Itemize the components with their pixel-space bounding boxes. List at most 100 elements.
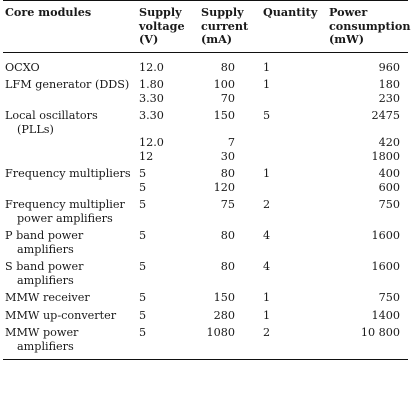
- cell-quantity: 4: [263, 260, 271, 273]
- cell-supply-current: 120: [213, 180, 235, 194]
- module-name-line: Frequency multipliers: [5, 167, 131, 180]
- module-name-line: MMW power: [5, 326, 79, 339]
- table-row: MMW receiver 5 150 1 750: [3, 291, 408, 305]
- cell-supply-current: 80: [220, 60, 235, 74]
- cell-supply-voltage: 12.0: [139, 136, 164, 149]
- table-row: 12 30 1800: [3, 150, 408, 164]
- header-quantity: Quantity: [261, 1, 327, 53]
- cell-quantity: 2: [263, 198, 271, 211]
- cell-power-consumption: 420: [378, 136, 400, 149]
- cell-supply-current: 150: [213, 109, 235, 122]
- cell-supply-voltage: 3.30: [139, 91, 164, 105]
- cell-power-consumption: 1600: [371, 229, 400, 242]
- module-name-line: Frequency multiplier: [5, 198, 125, 211]
- cell-module: [3, 136, 137, 150]
- cell-supply-current: 7: [227, 136, 235, 149]
- cell-quantity: 1: [263, 78, 271, 91]
- table-row: P band power amplifiers 5 80 4 1600: [3, 229, 408, 256]
- cell-power-consumption: 2475: [371, 109, 400, 122]
- header-power-consumption: Power consumption (mW): [327, 1, 411, 53]
- cell-quantity: 2: [261, 326, 327, 360]
- cell-supply-voltage: 12.0: [139, 60, 164, 74]
- cell-power-consumption: 400: [378, 167, 400, 180]
- cell-supply-current: 80: [220, 167, 235, 180]
- cell-quantity: 1: [263, 167, 271, 180]
- header-voltage-line-3: (V): [139, 32, 159, 46]
- cell-power-consumption: 10 800: [327, 326, 408, 360]
- module-name-line: LFM generator (DDS): [5, 78, 130, 91]
- cell-supply-voltage: 5: [139, 167, 147, 180]
- header-supply-current: Supply current (mA): [199, 1, 261, 53]
- cell-quantity: 1: [263, 308, 271, 322]
- cell-module: [3, 181, 137, 195]
- cell-supply-voltage: 5: [139, 260, 147, 273]
- table-row: S band power amplifiers 5 80 4 1600: [3, 260, 408, 287]
- cell-power-consumption: 180: [378, 78, 400, 91]
- cell-supply-voltage: 5: [139, 291, 147, 304]
- cell-supply-current: 150: [213, 291, 235, 304]
- cell-supply-voltage: 5: [139, 308, 147, 322]
- cell-quantity: 1: [263, 60, 271, 74]
- cell-supply-voltage: 1.80: [139, 78, 164, 91]
- cell-module: OCXO: [3, 52, 137, 74]
- header-current-line-3: (mA): [201, 32, 233, 46]
- table-row: MMW up-converter 5 280 1 1400: [3, 309, 408, 323]
- table-header: Core modules Supply voltage (V) Supply c…: [3, 0, 411, 53]
- header-core-modules-text: Core modules: [5, 5, 92, 19]
- table-row: Local oscillators (PLLs) 3.30 150 5 2475: [3, 109, 408, 136]
- cell-module: LFM generator (DDS): [3, 78, 137, 92]
- cell-power-consumption: 600: [378, 180, 400, 194]
- cell-quantity: [261, 92, 327, 106]
- power-consumption-table: Core modules Supply voltage (V) Supply c…: [3, 0, 411, 360]
- cell-supply-current: 100: [213, 78, 235, 91]
- module-name-line: amplifiers: [17, 242, 74, 256]
- module-name-line: OCXO: [5, 60, 40, 74]
- cell-module: P band power amplifiers: [3, 229, 137, 256]
- cell-supply-current: 70: [220, 91, 235, 105]
- module-name-line: amplifiers: [17, 273, 74, 287]
- cell-supply-voltage: 5: [137, 326, 199, 360]
- header-current-line-1: Supply: [201, 5, 244, 19]
- cell-module: Local oscillators (PLLs): [3, 109, 137, 136]
- cell-quantity: [261, 150, 327, 164]
- header-power-line-3: (mW): [329, 32, 364, 46]
- table-row: OCXO 12.0 80 1 960: [3, 52, 408, 74]
- cell-module: [3, 150, 137, 164]
- module-name-line: S band power: [5, 260, 84, 273]
- header-power-line-2: consumption: [329, 18, 411, 33]
- cell-supply-voltage: 5: [139, 198, 147, 211]
- cell-quantity: [261, 136, 327, 150]
- header-supply-voltage: Supply voltage (V): [137, 1, 199, 53]
- table-body: OCXO 12.0 80 1 960 LFM generator (DDS) 1.80 100…: [3, 52, 408, 360]
- cell-supply-current: 80: [220, 260, 235, 273]
- cell-module: MMW power amplifiers: [3, 326, 137, 360]
- table-row: LFM generator (DDS) 1.80 100 1 180: [3, 78, 408, 92]
- table-row: 3.30 70 230: [3, 92, 408, 106]
- cell-module: Frequency multipliers: [3, 167, 137, 181]
- module-name-line: amplifiers: [17, 339, 74, 353]
- cell-supply-current: 80: [220, 229, 235, 242]
- cell-supply-current: 280: [213, 308, 235, 322]
- module-name-line: MMW receiver: [5, 291, 90, 304]
- module-name-line: power amplifiers: [17, 211, 113, 225]
- cell-quantity: 1: [263, 291, 271, 304]
- module-name-line: P band power: [5, 229, 84, 242]
- cell-module: S band power amplifiers: [3, 260, 137, 287]
- table-row: 5 120 600: [3, 181, 408, 195]
- cell-quantity: 4: [263, 229, 271, 242]
- cell-supply-voltage: 12: [139, 149, 154, 163]
- cell-module: [3, 92, 137, 106]
- cell-power-consumption: 1800: [371, 149, 400, 163]
- cell-supply-current: 75: [220, 198, 235, 211]
- cell-power-consumption: 230: [378, 91, 400, 105]
- header-core-modules: Core modules: [3, 1, 137, 53]
- header-current-line-2: current: [201, 18, 249, 33]
- module-name-line: (PLLs): [17, 122, 54, 136]
- cell-power-consumption: 750: [378, 291, 400, 304]
- table-row: Frequency multiplier power amplifiers 5 75 2…: [3, 198, 408, 225]
- module-name-line: Local oscillators: [5, 109, 98, 122]
- header-quantity-text: Quantity: [263, 5, 318, 19]
- cell-module: MMW receiver: [3, 291, 137, 305]
- cell-power-consumption: 1400: [371, 308, 400, 322]
